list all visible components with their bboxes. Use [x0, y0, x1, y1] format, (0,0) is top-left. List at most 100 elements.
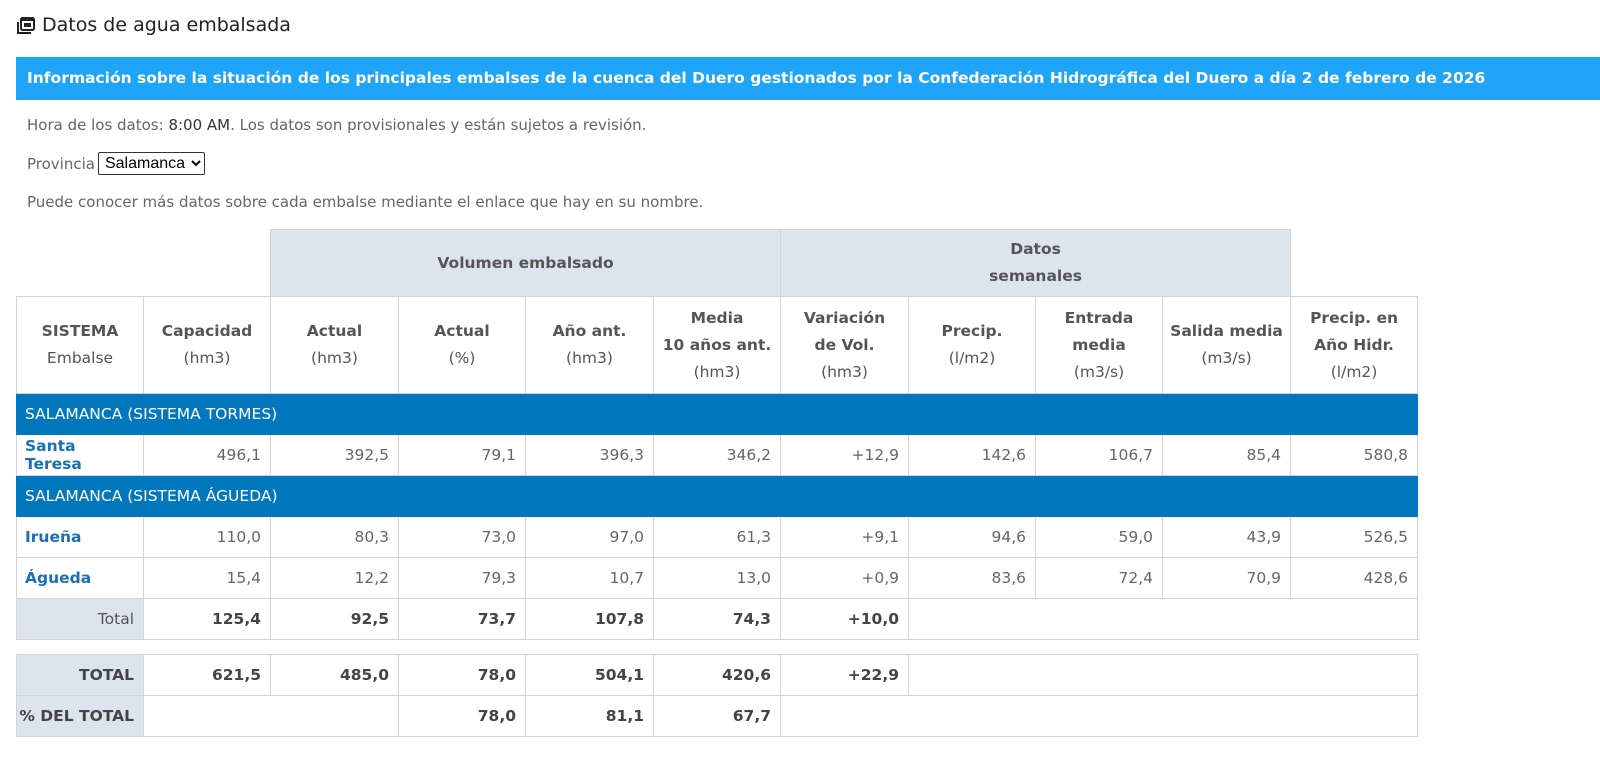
value-cell: 428,6	[1290, 557, 1419, 599]
column-header-line: Embalse	[46, 349, 114, 367]
value-cell: 61,3	[652, 516, 782, 558]
column-header-line: (hm3)	[693, 362, 741, 381]
subtotal-value: +10,0	[780, 598, 910, 640]
group-header: Datos semanales	[780, 229, 1292, 297]
value-cell: 106,7	[1035, 434, 1164, 476]
total-value: +22,9	[780, 654, 909, 696]
column-header-line: (hm3)	[311, 349, 358, 367]
column-header: Actual (%)	[398, 296, 526, 394]
value-cell: 10,7	[525, 557, 654, 599]
column-header-line: Variación	[803, 308, 886, 327]
total-value: 485,0	[270, 654, 399, 696]
blank-header	[1291, 230, 1418, 297]
reservoir-name: Águeda	[16, 557, 144, 599]
column-header-line: (hm3)	[566, 349, 613, 367]
subtotal-value: 125,4	[143, 598, 271, 640]
column-header: Precip. (l/m2)	[908, 296, 1037, 394]
column-header: Capacidad (hm3)	[143, 296, 271, 394]
reservoir-link[interactable]: Águeda	[25, 569, 92, 587]
reservoir-name: Irueña	[16, 516, 144, 558]
page-title-text: Datos de agua embalsada	[42, 14, 291, 36]
subtotal-value: 92,5	[270, 598, 399, 640]
column-header-line: 10 años ant.	[662, 335, 772, 354]
value-cell: 79,3	[398, 557, 526, 599]
column-header-line: Precip.	[941, 322, 1003, 340]
totals-table: TOTAL 621,5 485,0 78,0 504,1 420,6 +22,9% DEL …	[16, 654, 1418, 737]
column-header-line: Salida media	[1170, 322, 1283, 340]
column-header-line: Actual	[434, 322, 490, 340]
total-value: 621,5	[143, 654, 271, 696]
column-header-line: Año ant.	[552, 322, 627, 340]
value-cell: 73,0	[398, 516, 526, 558]
value-cell: 72,4	[1035, 557, 1164, 599]
subtotal-value: 74,3	[652, 598, 782, 640]
reservoir-link[interactable]: Santa Teresa	[25, 437, 82, 473]
column-header-line: (l/m2)	[948, 349, 996, 367]
column-header: Actual (hm3)	[270, 296, 399, 394]
column-header-line: (hm3)	[183, 349, 231, 367]
total-value: 504,1	[525, 654, 654, 696]
blank-header	[17, 230, 271, 297]
value-cell: 15,4	[143, 557, 271, 599]
total-value: 420,6	[653, 654, 781, 696]
column-header-line: Precip. en	[1310, 308, 1399, 327]
empty-cell	[780, 695, 1418, 737]
province-select[interactable]: Salamanca	[97, 152, 205, 175]
subtotal-label: Total	[16, 598, 144, 640]
column-header-line: SISTEMA	[41, 322, 119, 340]
reservoir-table: Volumen embalsado Datos semanales SISTEMA E…	[15, 229, 1419, 640]
empty-cell	[908, 598, 1419, 640]
column-header-line: (m3/s)	[1073, 362, 1125, 381]
value-cell: 13,0	[652, 557, 782, 599]
column-header-line: Año Hidr.	[1314, 335, 1394, 354]
value-cell: 83,6	[908, 557, 1037, 599]
table-row: Irueña 110,0 80,3 73,0 97,0 61,3 +9,1 94,6 59,0 4…	[16, 516, 1419, 558]
column-header: Entrada media (m3/s)	[1035, 296, 1164, 394]
info-banner: Información sobre la situación de los pr…	[16, 57, 1600, 100]
value-cell: 142,6	[908, 434, 1037, 476]
value-cell: 97,0	[525, 516, 654, 558]
value-cell: 85,4	[1162, 434, 1292, 476]
section-row: SALAMANCA (SISTEMA ÁGUEDA)	[15, 475, 1419, 517]
total-value: 78,0	[398, 654, 526, 696]
table-row: Santa Teresa 496,1 392,5 79,1 396,3 346,2 +12,…	[16, 434, 1419, 476]
column-header-row: SISTEMA Embalse Capacidad (hm3) Actual (hm3) A…	[16, 296, 1419, 394]
section-row: SALAMANCA (SISTEMA TORMES)	[15, 393, 1419, 435]
table-row: Águeda 15,4 12,2 79,3 10,7 13,0 +0,9 83,6 72,4 70…	[16, 557, 1419, 599]
subtotal-value: 107,8	[525, 598, 654, 640]
value-cell: 79,1	[398, 434, 526, 476]
column-header: SISTEMA Embalse	[16, 296, 144, 394]
reservoir-link[interactable]: Irueña	[25, 528, 82, 546]
value-cell: 94,6	[908, 516, 1037, 558]
value-cell: 110,0	[143, 516, 271, 558]
column-header-line: Capacidad	[161, 322, 253, 340]
value-cell: 496,1	[143, 434, 271, 476]
column-header-line: (%)	[448, 349, 476, 367]
data-time-note: Hora de los datos: 8:00 AM. Los datos so…	[27, 116, 646, 134]
page-title: Datos de agua embalsada	[16, 14, 291, 36]
empty-cell	[908, 654, 1418, 696]
column-header-line: de Vol.	[814, 335, 875, 354]
empty-cell	[143, 695, 399, 737]
percent-value: 81,1	[525, 695, 654, 737]
calendar-icon	[17, 17, 35, 34]
column-header-line: Media	[690, 308, 744, 327]
column-header: Salida media (m3/s)	[1162, 296, 1292, 394]
value-cell: 43,9	[1162, 516, 1292, 558]
value-cell: 392,5	[270, 434, 399, 476]
value-cell: 80,3	[270, 516, 399, 558]
section-title: SALAMANCA (SISTEMA ÁGUEDA)	[15, 475, 1419, 517]
value-cell: 59,0	[1035, 516, 1164, 558]
value-cell: +0,9	[780, 557, 910, 599]
value-cell: +12,9	[780, 434, 910, 476]
value-cell: 526,5	[1290, 516, 1419, 558]
column-header-line: media	[1072, 335, 1126, 354]
province-label: Provincia	[27, 154, 95, 173]
column-header: Variación de Vol. (hm3)	[780, 296, 910, 394]
reservoir-name: Santa Teresa	[16, 434, 144, 476]
hint-text: Puede conocer más datos sobre cada embal…	[27, 193, 704, 211]
value-cell: 346,2	[652, 434, 782, 476]
section-title: SALAMANCA (SISTEMA TORMES)	[15, 393, 1419, 435]
column-header: Precip. en Año Hidr. (l/m2)	[1290, 296, 1419, 394]
value-cell: 70,9	[1162, 557, 1292, 599]
